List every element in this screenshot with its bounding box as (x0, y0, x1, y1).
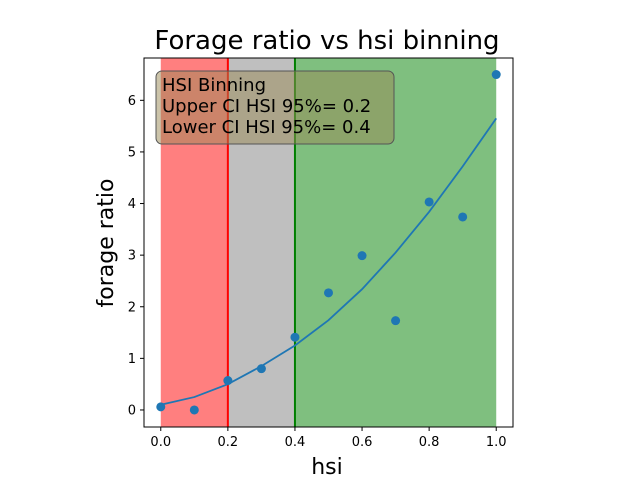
x-tick-label: 0.6 (352, 435, 373, 450)
fit-line (160, 117, 497, 406)
y-axis-label: forage ratio (94, 179, 119, 308)
data-point (156, 402, 166, 412)
data-point (290, 332, 300, 342)
x-tick-label: 0.0 (150, 435, 171, 450)
x-tick-label: 0.4 (285, 435, 306, 450)
y-tick-label: 6 (128, 94, 136, 109)
y-tick-label: 5 (128, 145, 136, 160)
x-tick-label: 1.0 (486, 435, 507, 450)
data-point (223, 376, 233, 386)
annotation-line: HSI Binning (162, 75, 266, 96)
annotation-line: Upper CI HSI 95%= 0.2 (162, 96, 371, 117)
x-axis-label: hsi (311, 455, 343, 480)
data-point (256, 364, 266, 374)
y-tick-label: 2 (128, 300, 136, 315)
annotation-box (155, 70, 395, 145)
x-tick-label: 0.2 (218, 435, 239, 450)
y-tick-label: 0 (128, 403, 136, 418)
data-point (189, 405, 199, 415)
x-tick-label: 0.8 (419, 435, 440, 450)
data-point (458, 212, 468, 222)
y-tick-label: 1 (128, 352, 136, 367)
data-point (391, 316, 401, 326)
data-point (357, 251, 367, 261)
data-point (491, 70, 501, 80)
annotation-line: Lower CI HSI 95%= 0.4 (162, 117, 371, 138)
chart-title: Forage ratio vs hsi binning (154, 26, 499, 56)
y-tick-label: 4 (128, 197, 136, 212)
data-point (424, 197, 434, 207)
axes-frame (143, 57, 514, 428)
y-tick-label: 3 (128, 249, 136, 264)
plot-area: 0.0 0.2 0.4 0.6 0.8 1.0 0 1 2 3 4 5 6 HSI BinningUppe… (128, 57, 514, 450)
data-point (324, 288, 333, 298)
